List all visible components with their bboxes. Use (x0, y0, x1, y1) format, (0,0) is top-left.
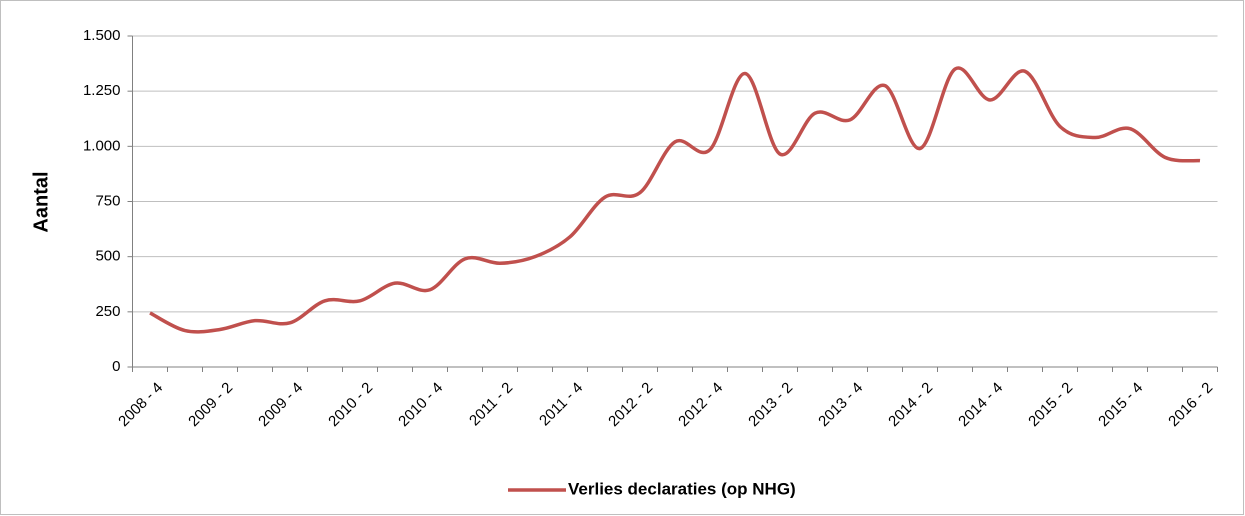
legend-label: Verlies declaraties (op NHG) (568, 479, 796, 498)
y-axis-label: Aantal (30, 171, 52, 232)
data-line (149, 66, 1201, 334)
y-tick-label: 1.000 (83, 137, 121, 154)
y-tick-label: 1.250 (83, 82, 121, 99)
y-tick-label: 500 (95, 248, 120, 265)
y-tick-label: 250 (95, 303, 120, 320)
y-tick-label: 0 (112, 358, 120, 375)
y-tick-label: 1.500 (83, 27, 121, 44)
y-tick-label: 750 (95, 192, 120, 209)
